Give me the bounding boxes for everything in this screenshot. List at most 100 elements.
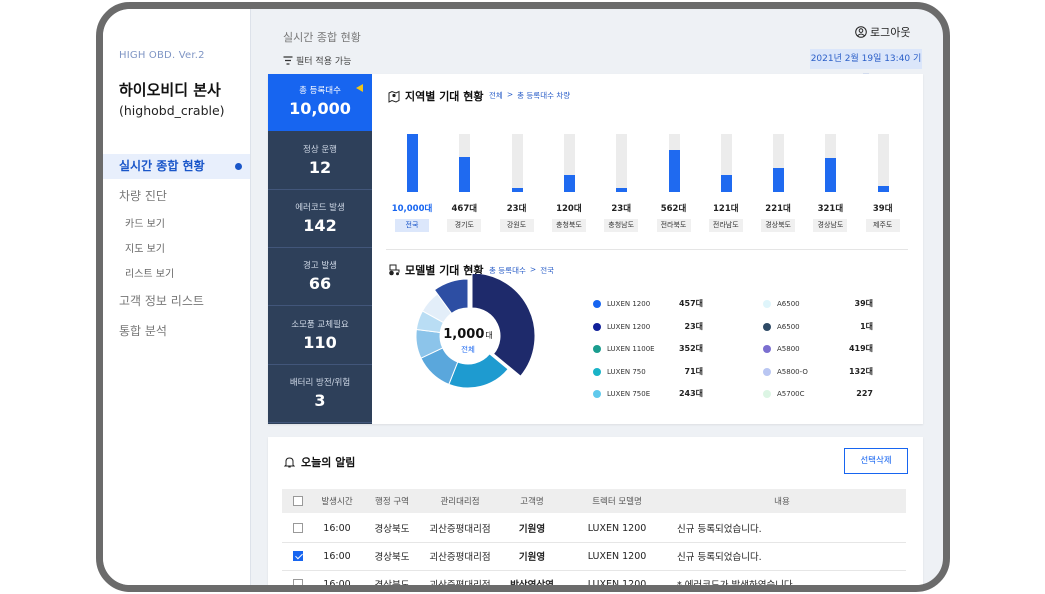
- stat-label: 배터리 방전/위험: [289, 378, 351, 388]
- legend-value: 71대: [684, 366, 704, 376]
- legend-label: A5800-O: [777, 367, 808, 376]
- bar-track: [668, 134, 680, 192]
- stat-value: 66: [308, 274, 332, 293]
- bar: [825, 158, 837, 192]
- legend-item[interactable]: LUXEN 1200 457대: [593, 297, 753, 311]
- table-cell-agency: 괴산증평대리점: [429, 552, 491, 563]
- logout-button[interactable]: 로그아웃: [855, 24, 910, 40]
- bar-track: [720, 134, 732, 192]
- breadcrumb-item[interactable]: 전국: [540, 266, 554, 275]
- bar-category-label[interactable]: 강원도: [499, 219, 534, 232]
- column-header[interactable]: 발생시간: [321, 497, 353, 507]
- bar: [459, 157, 471, 192]
- breadcrumb-item[interactable]: 전체: [489, 91, 503, 100]
- stat-normal-driving[interactable]: 정상 운행 12: [268, 133, 372, 190]
- legend-item[interactable]: LUXEN 750 71대: [593, 365, 753, 379]
- table-cell-customer: 기원영: [518, 524, 546, 535]
- device-frame: HIGH OBD. Ver.2 하이오비디 본사 (highobd_crable…: [96, 2, 950, 592]
- table-cell-content: * 에러코드가 발생하였습니다.: [677, 580, 796, 591]
- legend-value: 1대: [860, 321, 873, 331]
- stat-value: 10,000: [289, 99, 351, 118]
- bar-category-label[interactable]: 충청북도: [551, 219, 586, 232]
- table-row[interactable]: 16:00 경상북도 괴산증평대리점 박상영상영 LUXEN 1200 * 에러코드가 발…: [282, 570, 906, 591]
- breadcrumb-item[interactable]: 총 등록대수 차량: [517, 91, 571, 100]
- column-header[interactable]: 고객명: [520, 497, 544, 507]
- table-cell-region: 경상북도: [374, 580, 410, 591]
- legend-item[interactable]: LUXEN 1200 23대: [593, 320, 753, 334]
- bar-value-label: 39대: [872, 204, 893, 214]
- bar-value-label: 10,000대: [391, 204, 433, 214]
- sidebar-subitem-map-view[interactable]: 지도 보기: [125, 244, 165, 255]
- column-header[interactable]: 내용: [774, 497, 790, 507]
- row-checkbox[interactable]: [293, 551, 303, 561]
- region-section-title: 지역별 기대 현황: [388, 88, 484, 104]
- column-header[interactable]: 관리대리점: [440, 497, 480, 507]
- table-row[interactable]: 16:00 경상북도 괴산증평대리점 기원영 LUXEN 1200 신규 등록되었습니다.: [282, 542, 906, 571]
- sidebar-item-realtime[interactable]: 실시간 종합 현황: [103, 154, 250, 179]
- legend-item[interactable]: LUXEN 1100E 352대: [593, 342, 753, 356]
- legend-label: LUXEN 750E: [607, 390, 651, 398]
- sidebar: HIGH OBD. Ver.2 하이오비디 본사 (highobd_crable…: [103, 9, 251, 585]
- bar-category-label[interactable]: 경상남도: [813, 219, 848, 232]
- breadcrumb-separator: >: [506, 90, 514, 99]
- table-cell-region: 경상북도: [374, 524, 410, 535]
- select-all-checkbox[interactable]: [293, 496, 303, 506]
- sidebar-item-customer-list[interactable]: 고객 정보 리스트: [119, 294, 204, 308]
- legend-label: LUXEN 750: [607, 367, 646, 376]
- table-cell-agency: 괴산증평대리점: [429, 580, 491, 591]
- legend-item[interactable]: A6500 39대: [763, 297, 923, 311]
- stat-consumable[interactable]: 소모품 교체필요 110: [268, 308, 372, 365]
- row-select-cell: [288, 514, 308, 542]
- bar-category-label[interactable]: 전라남도: [708, 219, 743, 232]
- region-breadcrumb: 전체 > 총 등록대수 차량: [489, 90, 570, 101]
- stat-battery[interactable]: 배터리 방전/위험 3: [268, 366, 372, 423]
- legend-item[interactable]: A5800 419대: [763, 342, 923, 356]
- donut-slice[interactable]: [471, 274, 536, 377]
- column-header[interactable]: 행정 구역: [375, 497, 409, 507]
- sidebar-subitem-card-view[interactable]: 카드 보기: [125, 219, 165, 230]
- bar-value-label: 221대: [765, 204, 791, 214]
- legend-item[interactable]: A5700C 227: [763, 387, 923, 401]
- delete-selected-button[interactable]: 선택삭제: [844, 448, 908, 474]
- sidebar-subitem-list-view[interactable]: 리스트 보기: [125, 269, 175, 280]
- bar-category-label[interactable]: 경기도: [447, 219, 482, 232]
- stat-value: 12: [308, 158, 332, 177]
- table-cell-customer: 기원영: [518, 552, 546, 563]
- stat-label: 정상 운행: [303, 145, 337, 155]
- bar-category-label[interactable]: 전국: [395, 219, 429, 232]
- bar-value-label: 467대: [451, 204, 478, 214]
- model-donut-chart: [415, 274, 536, 389]
- stat-label: 에러코드 발생: [295, 203, 345, 213]
- row-checkbox[interactable]: [293, 523, 303, 533]
- bar-value-label: 23대: [506, 204, 527, 214]
- legend-item[interactable]: LUXEN 750E 243대: [593, 387, 753, 401]
- bell-icon: [284, 457, 295, 468]
- stat-error-code[interactable]: 에러코드 발생 142: [268, 191, 372, 248]
- sidebar-item-diagnosis[interactable]: 차량 진단: [119, 189, 167, 203]
- legend-item[interactable]: A6500 1대: [763, 320, 923, 334]
- sidebar-item-analysis[interactable]: 통합 분석: [119, 324, 167, 338]
- bar-track: [877, 134, 889, 192]
- bar-category-label[interactable]: 제주도: [865, 219, 900, 232]
- stat-total-registered[interactable]: 총 등록대수 10,000: [268, 74, 372, 131]
- bar: [616, 187, 628, 192]
- bar-category-label[interactable]: 전라북도: [656, 219, 691, 232]
- table-row[interactable]: 16:00 경상북도 괴산증평대리점 기원영 LUXEN 1200 신규 등록되었습니다.: [282, 514, 906, 543]
- donut-center-value: 1,000대: [428, 327, 508, 342]
- legend-swatch: [593, 322, 601, 331]
- bar-category-label[interactable]: 경상북도: [761, 219, 796, 232]
- legend-item[interactable]: A5800-O 132대: [763, 365, 923, 379]
- row-checkbox[interactable]: [293, 579, 303, 585]
- column-header[interactable]: 트렉터 모델명: [592, 497, 642, 507]
- legend-swatch: [763, 322, 771, 331]
- table-cell-content: 신규 등록되었습니다.: [677, 552, 762, 563]
- filter-button[interactable]: 필터 적용 가능: [283, 54, 351, 67]
- legend-label: A6500: [777, 300, 800, 308]
- stat-warning[interactable]: 경고 발생 66: [268, 249, 372, 306]
- breadcrumb-item[interactable]: 총 등록대수: [489, 266, 526, 275]
- donut-slice[interactable]: [433, 278, 469, 315]
- bar-category-label[interactable]: 충청남도: [604, 219, 639, 232]
- table-cell-model: LUXEN 1200: [587, 578, 647, 590]
- breadcrumb-separator: >: [529, 265, 537, 274]
- bar: [877, 185, 889, 192]
